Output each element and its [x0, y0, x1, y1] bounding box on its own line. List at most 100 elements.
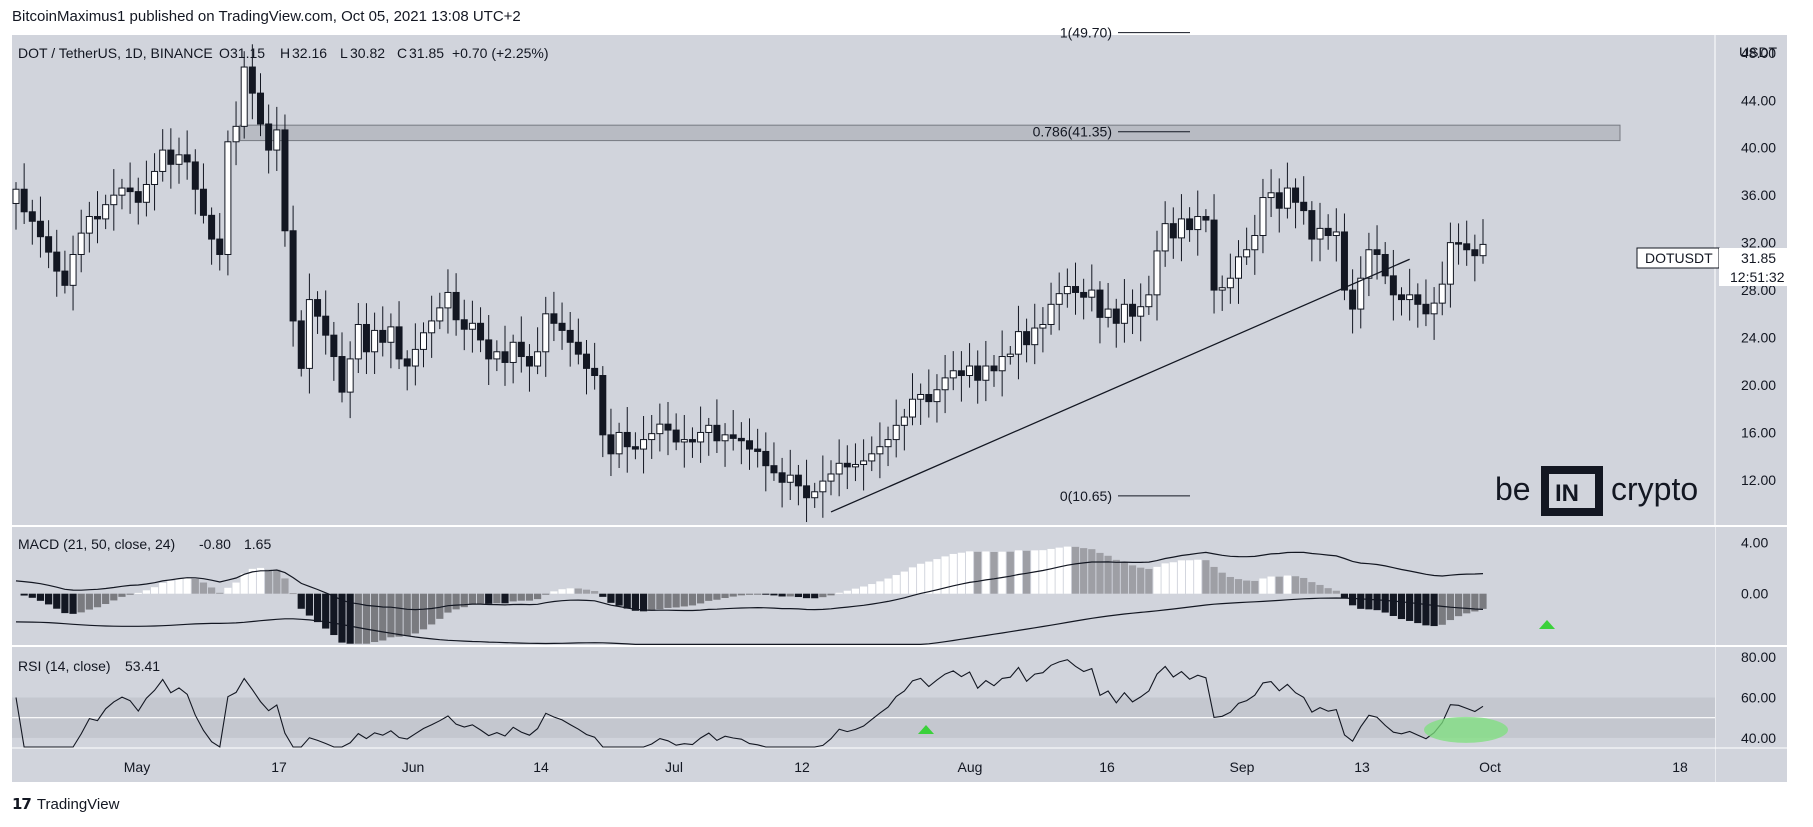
macd-bar [28, 593, 36, 598]
candle-up [1259, 197, 1267, 237]
macd-bar [85, 593, 93, 610]
time-tick-label: 14 [533, 759, 549, 775]
candle-down [53, 251, 61, 272]
macd-bar [631, 593, 639, 611]
candle-down [477, 322, 485, 341]
macd-bar [69, 593, 77, 614]
candle-down [974, 365, 982, 381]
candle-down [314, 299, 322, 317]
candle-down [1275, 192, 1283, 209]
macd-bar [313, 593, 322, 623]
time-tick-label: May [124, 759, 150, 775]
macd-pane[interactable]: 4.00 0.00 [12, 527, 1787, 647]
candle-up [786, 474, 794, 483]
macd-bar [1463, 593, 1471, 614]
macd-bar [1373, 593, 1381, 611]
macd-bar [811, 593, 819, 599]
resistance-zone [239, 124, 1621, 142]
macd-bar [1340, 593, 1349, 598]
macd-bar [892, 575, 900, 594]
macd-bar [1365, 593, 1373, 610]
candle-down [265, 123, 273, 151]
candle-down [403, 358, 411, 367]
candle-down [191, 161, 199, 190]
rsi-cross-marker [918, 725, 934, 734]
candle-down [45, 236, 53, 253]
price-tick-label: 32.00 [1741, 235, 1776, 251]
macd-bar [1096, 552, 1104, 594]
macd-bar [1186, 560, 1194, 594]
legend-c-label: C [397, 45, 407, 61]
time-tick-label: 16 [1099, 759, 1115, 775]
macd-line [15, 551, 1484, 612]
time-tick-label: 12 [794, 759, 810, 775]
macd-bar [150, 587, 159, 594]
candle-down [591, 367, 599, 377]
candle-up [468, 322, 476, 330]
legend-o-label: O [219, 45, 230, 61]
macd-bar [574, 588, 582, 594]
candle-down [183, 154, 191, 163]
macd-bar [1014, 550, 1023, 594]
time-tick-label: Sep [1230, 759, 1255, 775]
macd-bar [1332, 590, 1340, 594]
candle-up [1365, 249, 1373, 279]
candle-down [501, 351, 509, 363]
candle-up [77, 232, 85, 255]
macd-bar [672, 593, 680, 608]
candle-up [966, 365, 974, 377]
macd-bar [1145, 568, 1153, 594]
price-tick-label: 28.00 [1741, 282, 1776, 298]
macd-bar [354, 593, 362, 644]
macd-bar [1381, 593, 1389, 613]
macd-bar [591, 591, 599, 594]
macd-bar [925, 561, 933, 594]
candle-up [819, 480, 827, 493]
candle-down [28, 211, 36, 222]
candle-up [428, 320, 436, 334]
candle-up [1014, 331, 1022, 355]
time-tick-label: Jun [402, 759, 425, 775]
price-axis-bg [1715, 35, 1787, 782]
macd-bar [322, 593, 330, 629]
candle-up [917, 393, 925, 400]
candle-up [1104, 308, 1112, 318]
macd-bar [452, 593, 460, 610]
candle-up [110, 194, 118, 206]
macd-bar [248, 568, 256, 594]
macd-bar [819, 593, 827, 598]
macd-bar [1104, 555, 1112, 594]
macd-bar [493, 593, 501, 604]
macd-bar [1291, 576, 1300, 594]
macd-bar [974, 551, 982, 594]
candle-up [142, 183, 150, 203]
candle-up [1063, 286, 1071, 295]
candle-up [1161, 223, 1169, 252]
candle-down [1308, 210, 1316, 240]
candle-down [525, 356, 533, 367]
rsi-pane[interactable]: May 17 Jun 14 Jul 12 Aug 16 Sep 13 Oct 18 80.00 60.00… [12, 647, 1787, 782]
candle-down [1340, 231, 1348, 291]
legend-o-value: 31.15 [230, 45, 265, 61]
macd-bar [208, 587, 216, 594]
candle-down [925, 393, 933, 403]
time-tick-label: 17 [271, 759, 287, 775]
candle-down [737, 437, 745, 442]
candle-down [338, 356, 346, 393]
macd-bar [403, 593, 411, 637]
candle-down [762, 450, 770, 467]
candle-down [778, 472, 786, 483]
candle-down [61, 270, 69, 286]
candle-down [599, 375, 607, 436]
macd-bar [1275, 576, 1283, 594]
candle-down [803, 485, 811, 499]
candle-up [354, 323, 362, 360]
macd-bar [656, 593, 664, 610]
macd-bar [1357, 593, 1365, 609]
price-pane[interactable]: 48.00 44.00 40.00 36.00 32.00 28.00 24.00 20.00… [12, 25, 1787, 782]
macd-tick-label: 0.00 [1741, 586, 1768, 602]
macd-bar [957, 552, 965, 594]
macd-bar [558, 589, 566, 594]
macd-bar [1438, 593, 1446, 625]
